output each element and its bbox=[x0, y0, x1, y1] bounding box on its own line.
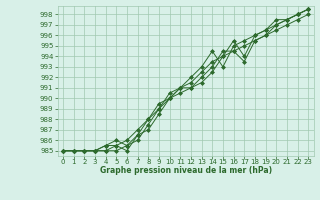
X-axis label: Graphe pression niveau de la mer (hPa): Graphe pression niveau de la mer (hPa) bbox=[100, 166, 272, 175]
